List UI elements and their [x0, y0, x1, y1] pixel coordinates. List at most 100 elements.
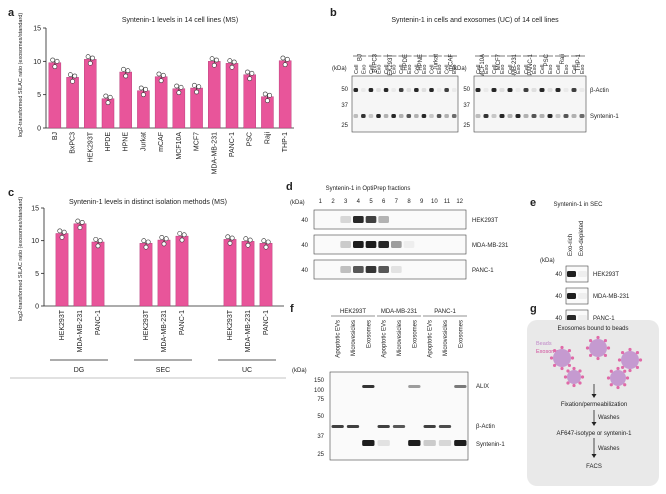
panel-c-ytick-label: 10 — [31, 238, 39, 245]
panel-b-right-actin-band — [475, 88, 481, 92]
exosome-icon — [603, 353, 608, 358]
panel-f-marker: 100 — [314, 388, 325, 394]
panel-a-point — [227, 58, 233, 64]
panel-b-left-actin-band — [451, 88, 457, 92]
panel-a-point — [138, 85, 144, 91]
panel-e-marker: 40 — [555, 294, 562, 300]
panel-g-beads — [549, 335, 643, 390]
panel-b-right-actin-band — [555, 88, 561, 92]
panel-b-right-syntenin-band — [531, 114, 537, 118]
panel-a-label: a — [8, 7, 15, 19]
panel-c-category-label: HEK293T — [143, 309, 150, 340]
panel-a-point — [158, 78, 164, 84]
panel-b-left-syntenin-band — [421, 114, 427, 118]
panel-b-right-actin-band — [483, 88, 489, 92]
panel-c-point — [159, 234, 165, 240]
panel-a-category-label: BJ — [52, 132, 59, 140]
panel-b-left-actin-band — [436, 88, 442, 92]
panel-a-ytick-label: 15 — [33, 26, 41, 33]
exosome-icon — [620, 350, 625, 355]
panel-d-membrane — [313, 209, 467, 230]
panel-b-left-cell-line-label: BJ — [358, 54, 364, 61]
panel-a-bar — [48, 62, 62, 129]
panel-b-right-cell-line-label: MDA-MB-231 — [512, 53, 518, 90]
panel-e-band — [578, 293, 587, 299]
panel-a-point — [87, 60, 93, 66]
panel-a-category-label: Jurkat — [140, 132, 147, 151]
panel-a-point — [247, 76, 253, 82]
panel-d-row-label: PANC-1 — [472, 268, 494, 274]
panel-b-right-syntenin-band — [555, 114, 561, 118]
exosome-icon — [617, 358, 622, 362]
panel-e-membrane — [565, 265, 589, 283]
panel-b-right-syntenin-band — [579, 114, 585, 118]
panel-e-title: Syntenin-1 in SEC — [553, 202, 603, 208]
panel-d-band — [365, 241, 377, 248]
exosome-icon — [549, 356, 554, 360]
panel-b-left-actin-band — [398, 88, 404, 92]
panel-c-point — [243, 236, 249, 242]
panel-b-right-actin-band — [507, 88, 513, 92]
exosome-icon — [596, 356, 600, 361]
panel-b-left-cell-line-label: HPDE — [403, 54, 409, 71]
panel-a: a Syntenin-1 levels in 14 cell lines (MS… — [8, 7, 294, 174]
panel-c-ytick-label: 5 — [35, 271, 39, 278]
panel-e-band — [567, 293, 576, 299]
panel-a-point — [194, 89, 199, 95]
panel-a-point — [231, 59, 237, 65]
panel-b-left-cell-label: Cell — [354, 65, 360, 74]
panel-b-left-exo-label: Exo — [377, 65, 383, 74]
panel-a-point — [141, 92, 146, 98]
panel-b-left-syntenin-band — [398, 114, 404, 118]
panel-c-point — [229, 235, 235, 241]
panel-b-left-exo-label: Exo — [392, 65, 398, 74]
panel-d-marker: 40 — [301, 218, 308, 224]
panel-d-fraction-label: 4 — [357, 199, 361, 205]
panel-c-point — [227, 240, 233, 246]
exosome-icon — [625, 376, 630, 380]
panel-a-point — [280, 55, 286, 61]
panel-b-right-cell-line-label: THP-1 — [576, 53, 582, 71]
panel-f-marker: 37 — [317, 434, 324, 440]
panel-a-bar — [119, 71, 132, 129]
exosome-icon — [560, 366, 564, 371]
panel-b-band-actin: β-Actin — [590, 88, 609, 94]
panel-a-point — [90, 55, 95, 61]
exosome-icon — [606, 376, 611, 380]
panel-f-kda: (kDa) — [292, 368, 307, 374]
panel-b-left-exo-label: Exo — [452, 65, 458, 74]
panel-b-right-cell-label: Cell — [524, 65, 530, 74]
panel-a-point — [262, 91, 268, 97]
panel-b-marker-right: 25 — [463, 123, 470, 129]
exosome-icon — [580, 375, 585, 379]
panel-b-right-actin-band — [499, 88, 505, 92]
panel-e-row-label: MDA-MB-231 — [593, 294, 630, 300]
bead-icon — [610, 370, 626, 386]
panel-f-lane-label: Apoptotic EVs — [382, 320, 388, 358]
panel-b-left-syntenin-band — [353, 114, 359, 118]
panel-b-kda-left: (kDa) — [332, 66, 347, 72]
panel-b-right-syntenin-band — [539, 114, 545, 118]
panel-d-band — [391, 266, 402, 273]
panel-b-left-cell-label: Cell — [445, 65, 451, 74]
panel-d-fraction-label: 10 — [431, 199, 438, 205]
panel-a-ytick-label: 5 — [37, 92, 41, 99]
panel-f-alix-band — [408, 385, 421, 388]
panel-b-marker-right: 37 — [463, 103, 470, 109]
panel-a-point — [282, 62, 288, 68]
panel-c-point — [245, 242, 251, 248]
exosome-icon — [628, 347, 632, 352]
panel-b-right-cell-label: Cell — [572, 65, 578, 74]
panel-b-right-cell-line-label: MCF10A — [480, 54, 486, 78]
panel-f-lane-label: Exosomes — [458, 320, 464, 348]
panel-a-category-label: mCAF — [158, 132, 165, 152]
panel-b-right-cell-line-label: Raji — [560, 54, 566, 64]
panel-b-right-actin-band — [579, 88, 585, 92]
panel-b-left-syntenin-band — [383, 114, 389, 118]
panel-d-marker: 40 — [301, 268, 308, 274]
panel-g-label: g — [530, 303, 537, 315]
panel-c-category-label: HEK293T — [227, 309, 234, 340]
panel-e-column-label: Exo-depleted — [579, 221, 585, 256]
panel-f-label: f — [290, 303, 294, 315]
panel-f-band-syntenin: Syntenin-1 — [476, 442, 505, 448]
